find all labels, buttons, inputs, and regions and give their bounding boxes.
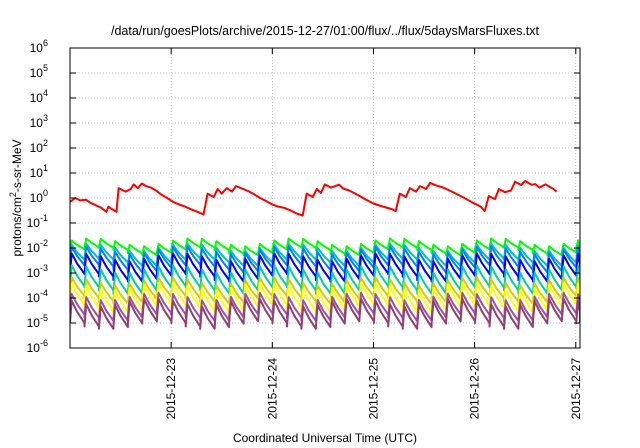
y-tick-exponent: -2	[40, 238, 48, 248]
y-tick-exponent: 5	[43, 63, 48, 73]
y-tick-mantissa: 10	[30, 116, 44, 130]
series-line-2	[70, 237, 580, 257]
y-tick-label: 10-5	[27, 313, 48, 330]
y-tick-exponent: 0	[43, 188, 48, 198]
y-tick-exponent: 3	[43, 113, 48, 123]
series-line-10	[70, 297, 580, 330]
x-tick-label: 2015-12-27	[569, 358, 583, 420]
y-tick-label: 10-6	[27, 338, 48, 355]
chart-title: /data/run/goesPlots/archive/2015-12-27/0…	[111, 24, 540, 38]
y-tick-mantissa: 10	[30, 191, 44, 205]
y-tick-mantissa: 10	[27, 216, 41, 230]
x-tick-label: 2015-12-25	[366, 358, 380, 420]
y-tick-exponent: 6	[43, 38, 48, 48]
y-tick-mantissa: 10	[30, 141, 44, 155]
y-tick-exponent: -6	[40, 338, 48, 348]
y-tick-exponent: 2	[43, 138, 48, 148]
y-tick-label: 10-2	[27, 238, 48, 255]
x-axis-label: Coordinated Universal Time (UTC)	[233, 431, 417, 445]
y-tick-label: 100	[30, 188, 48, 205]
y-tick-exponent: -1	[40, 213, 48, 223]
y-tick-label: 10-3	[27, 263, 48, 280]
series-layer	[70, 180, 580, 330]
y-tick-exponent: -5	[40, 313, 48, 323]
y-tick-mantissa: 10	[30, 91, 44, 105]
y-tick-exponent: -3	[40, 263, 48, 273]
y-tick-mantissa: 10	[30, 166, 44, 180]
y-tick-mantissa: 10	[30, 66, 44, 80]
y-axis-label-exp: 2	[8, 192, 18, 197]
y-tick-mantissa: 10	[27, 266, 41, 280]
x-tick-label: 2015-12-26	[468, 358, 482, 420]
x-axis-ticks: 2015-12-23 2015-12-24 2015-12-25 2015-12-26…	[164, 48, 583, 419]
y-axis-ticks: 10-610-510-410-310-210-11001011021031041…	[27, 38, 580, 355]
series-line-1	[70, 180, 558, 217]
y-tick-mantissa: 10	[27, 291, 41, 305]
y-axis-label-rest: -s-sr-MeV	[10, 139, 24, 192]
y-tick-label: 106	[30, 38, 48, 55]
x-tick-label: 2015-12-24	[265, 358, 279, 420]
y-tick-mantissa: 10	[27, 316, 41, 330]
y-tick-label: 104	[30, 88, 48, 105]
y-tick-exponent: 1	[43, 163, 48, 173]
y-tick-label: 102	[30, 138, 48, 155]
y-tick-exponent: -4	[40, 288, 48, 298]
y-axis-label-base: protons/cm	[10, 197, 24, 256]
y-tick-mantissa: 10	[27, 341, 41, 355]
y-tick-mantissa: 10	[27, 241, 41, 255]
y-tick-label: 10-4	[27, 288, 48, 305]
y-tick-label: 101	[30, 163, 48, 180]
x-tick-label: 2015-12-23	[164, 358, 178, 420]
y-tick-label: 103	[30, 113, 48, 130]
y-tick-mantissa: 10	[30, 41, 44, 55]
y-tick-exponent: 4	[43, 88, 48, 98]
y-tick-label: 10-1	[27, 213, 48, 230]
y-axis-label: protons/cm2-s-sr-MeV	[8, 139, 24, 256]
y-tick-label: 105	[30, 63, 48, 80]
